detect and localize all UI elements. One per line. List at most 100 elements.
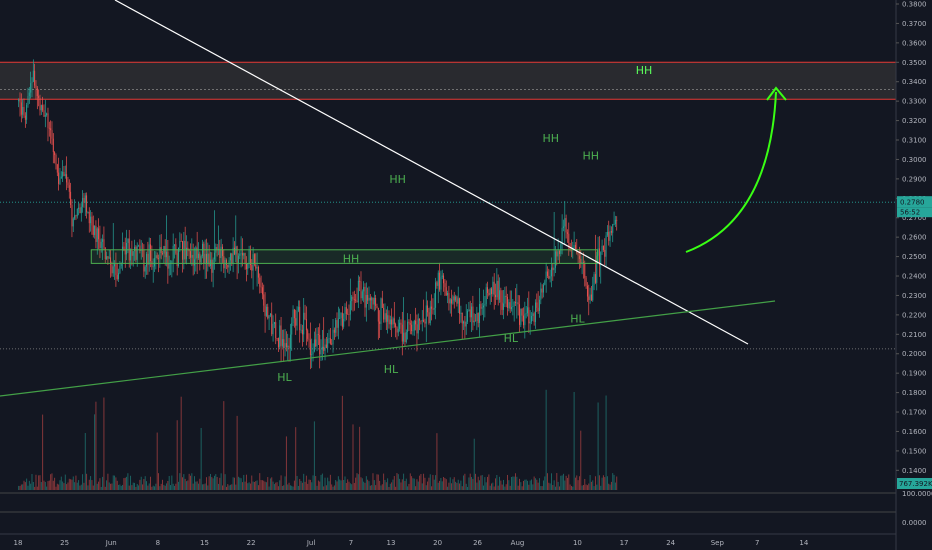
- current-price-tag: [897, 196, 932, 208]
- candle-body: [453, 296, 455, 301]
- candle-body: [564, 218, 566, 227]
- volume-bar: [178, 481, 179, 490]
- projection-arrow-head: [766, 86, 787, 101]
- candle-body: [71, 204, 73, 227]
- candle-body: [297, 306, 299, 311]
- price-tick-label: 0.1700: [902, 409, 927, 417]
- candle-body: [44, 115, 46, 117]
- candle-body: [477, 312, 479, 323]
- volume-bar: [476, 482, 478, 490]
- candle-body: [255, 264, 257, 269]
- candle-body: [204, 253, 206, 264]
- price-tick-label: 0.3500: [902, 59, 927, 67]
- volume-bar: [154, 486, 155, 490]
- price-tick-label: 0.3100: [902, 137, 927, 145]
- candle-body: [111, 264, 113, 274]
- volume-bar: [320, 474, 322, 490]
- volume-bar: [586, 485, 588, 490]
- candle-body: [127, 238, 129, 243]
- volume-bar: [427, 481, 429, 490]
- price-axis[interactable]: 0.3800 0.3700 0.3600 0.3500 0.3400 0.3300 0.32…: [895, 0, 932, 550]
- candle-body: [324, 344, 326, 351]
- candle-body: [280, 325, 282, 346]
- annotation-label: HL: [277, 371, 292, 384]
- candle-body: [407, 321, 409, 333]
- volume-bar: [134, 482, 136, 490]
- candle-body: [180, 240, 182, 242]
- candle-body: [307, 330, 309, 339]
- volume-bar: [609, 484, 611, 490]
- annotation-label: HH: [636, 64, 653, 77]
- candle-body: [610, 231, 612, 233]
- price-tick-label: 0.3200: [902, 117, 927, 125]
- candle-body: [540, 288, 542, 300]
- candle-body: [123, 246, 125, 250]
- candle-body: [248, 250, 250, 264]
- candle-body: [87, 212, 89, 213]
- volume-bar: [516, 476, 518, 490]
- volume-bar: [600, 485, 602, 490]
- volume-bar: [143, 479, 145, 490]
- volume-bar: [499, 476, 500, 490]
- candle-body: [553, 267, 555, 271]
- candle-body: [83, 197, 85, 203]
- time-axis[interactable]: 18 25 Jun 8 15 22 Jul 7 13 20 26 Aug 10 17 24 Sep 7 14: [0, 533, 896, 547]
- candle-body: [397, 328, 399, 333]
- volume-bar: [26, 478, 28, 490]
- volume-bar: [280, 475, 282, 490]
- volume-bar: [86, 473, 88, 490]
- price-tick-label: 0.3600: [902, 39, 927, 47]
- volume-bar: [44, 481, 46, 490]
- volume-bar: [507, 474, 508, 490]
- volume-bar: [353, 482, 355, 490]
- volume-bar: [488, 474, 490, 490]
- volume-bar: [513, 476, 515, 490]
- candle-body: [405, 332, 407, 343]
- candle-body: [172, 245, 174, 261]
- volume-bar: [108, 482, 110, 490]
- candle-body: [600, 252, 602, 265]
- volume-bar: [387, 478, 389, 490]
- time-tick-label: 10: [573, 539, 582, 547]
- volume-bar: [140, 476, 142, 490]
- candle-body: [152, 266, 154, 268]
- candle-body: [232, 247, 234, 264]
- volume-bar: [183, 474, 185, 490]
- candle-body: [76, 208, 78, 217]
- volume-bar: [148, 483, 150, 490]
- candle-body: [409, 323, 411, 325]
- candle-body: [537, 307, 539, 312]
- candle-body: [55, 154, 57, 165]
- candle-body: [126, 242, 128, 255]
- candle-body: [144, 266, 146, 272]
- candle-body: [18, 99, 20, 102]
- time-tick-label: 22: [247, 539, 256, 547]
- volume-bar: [256, 480, 258, 490]
- volume-bar: [487, 476, 488, 490]
- candle-body: [373, 297, 375, 305]
- volume-bar: [96, 483, 98, 490]
- volume-bar: [525, 479, 527, 490]
- candle-body: [120, 263, 122, 266]
- volume-bar: [379, 480, 381, 490]
- candle-body: [606, 231, 608, 236]
- candle-body: [420, 320, 422, 322]
- volume-bar: [158, 473, 159, 490]
- volume-bar: [127, 473, 129, 490]
- candle-body: [233, 247, 235, 255]
- volume-bar: [464, 473, 466, 490]
- volume-bar: [170, 485, 171, 490]
- candle-body: [548, 275, 550, 279]
- volume-bar: [505, 484, 507, 490]
- annotation-label: HL: [504, 332, 519, 345]
- candle-body: [28, 92, 30, 96]
- volume-bar: [455, 481, 457, 490]
- volume-bar: [540, 486, 542, 490]
- volume-bar: [124, 477, 126, 490]
- candle-body: [78, 207, 80, 209]
- candle-body: [513, 302, 515, 307]
- candle-body: [557, 250, 559, 257]
- candle-body: [395, 324, 397, 328]
- price-tick-label: 0.3400: [902, 78, 927, 86]
